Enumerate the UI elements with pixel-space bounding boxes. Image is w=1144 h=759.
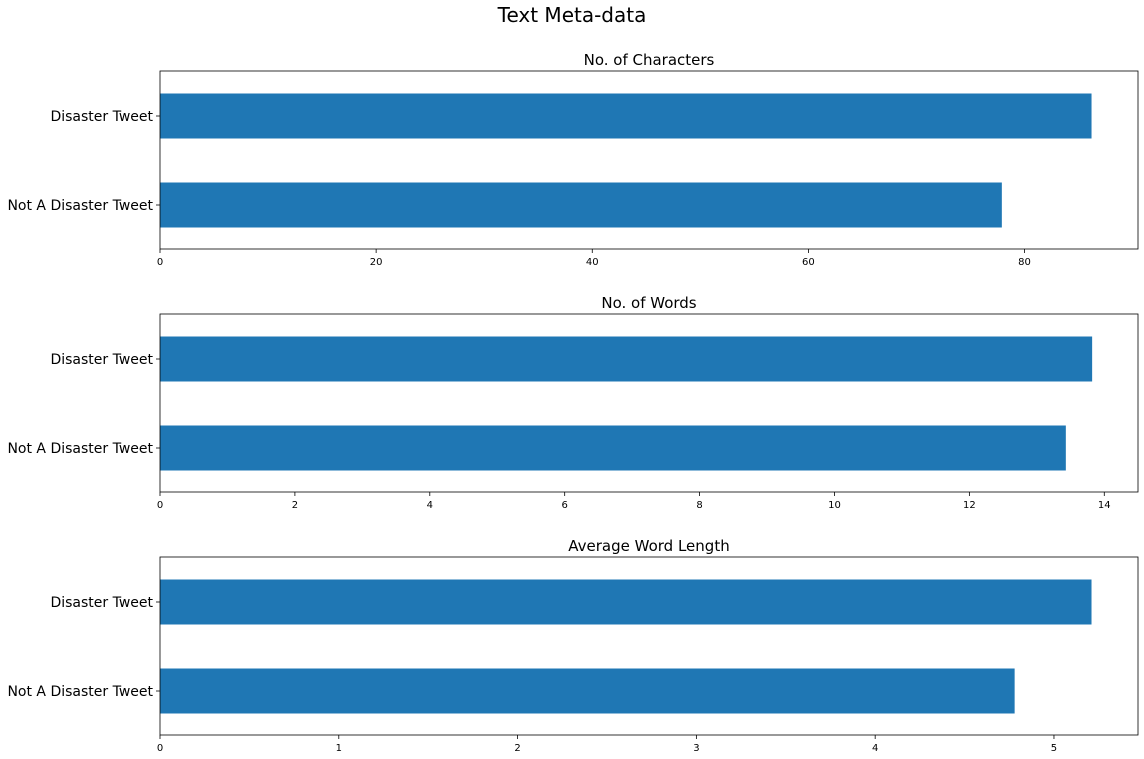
- y-tick-label: Disaster Tweet: [50, 352, 153, 368]
- bar-not-a-disaster-tweet: [160, 668, 1015, 714]
- x-tick-label: 2: [514, 743, 520, 754]
- axes-frame: [159, 70, 1139, 250]
- x-tick-label: 2: [292, 500, 298, 511]
- y-tick-label: Disaster Tweet: [50, 595, 153, 611]
- x-tick-label: 0: [157, 257, 163, 268]
- bar-disaster-tweet: [160, 579, 1092, 625]
- y-tick-label: Not A Disaster Tweet: [7, 441, 153, 457]
- x-tick-label: 0: [157, 500, 163, 511]
- x-tick-label: 1: [336, 743, 342, 754]
- axes-frame: [159, 556, 1139, 736]
- subplot-3: Average Word Length Disaster Tweet Not A D…: [7, 537, 1139, 754]
- x-tick-label: 4: [427, 500, 433, 511]
- x-tick-label: 40: [586, 257, 599, 268]
- y-tick-label: Not A Disaster Tweet: [7, 198, 153, 214]
- bar-not-a-disaster-tweet: [160, 182, 1002, 228]
- x-tick-label: 12: [963, 500, 976, 511]
- subplot-2: No. of Words Disaster Tweet Not A Disaster…: [7, 294, 1139, 511]
- figure-title: Text Meta-data: [497, 3, 647, 27]
- x-tick-label: 80: [1018, 257, 1031, 268]
- x-tick-label: 4: [872, 743, 878, 754]
- subplot-title: No. of Characters: [584, 51, 715, 69]
- y-tick-label: Disaster Tweet: [50, 109, 153, 125]
- subplot-title: No. of Words: [601, 294, 696, 312]
- subplot-1: No. of Characters Disaster Tweet Not A Dis…: [7, 51, 1139, 268]
- bar-disaster-tweet: [160, 336, 1093, 382]
- subplot-title: Average Word Length: [568, 537, 729, 555]
- bar-not-a-disaster-tweet: [160, 425, 1066, 471]
- x-tick-label: 0: [157, 743, 163, 754]
- x-tick-label: 3: [693, 743, 699, 754]
- x-tick-label: 60: [802, 257, 815, 268]
- x-tick-label: 20: [370, 257, 383, 268]
- x-tick-label: 5: [1051, 743, 1057, 754]
- y-tick-label: Not A Disaster Tweet: [7, 684, 153, 700]
- subplots: No. of Characters Disaster Tweet Not A Dis…: [7, 51, 1139, 754]
- x-tick-label: 14: [1098, 500, 1111, 511]
- bar-disaster-tweet: [160, 93, 1092, 139]
- x-tick-label: 6: [562, 500, 568, 511]
- x-tick-label: 8: [696, 500, 702, 511]
- x-tick-label: 10: [828, 500, 841, 511]
- axes-frame: [159, 313, 1139, 493]
